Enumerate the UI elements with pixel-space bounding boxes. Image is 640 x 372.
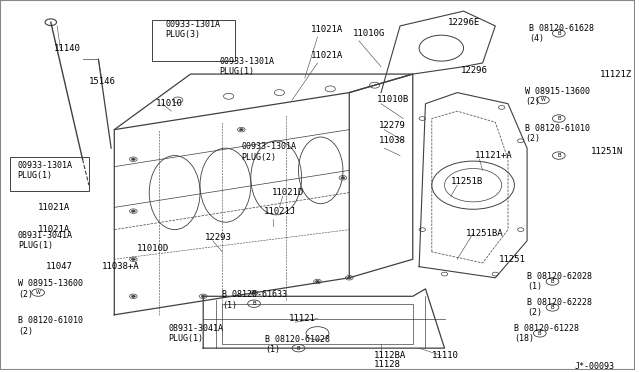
Text: 00933-1301A
PLUG(3): 00933-1301A PLUG(3)	[165, 20, 220, 39]
Text: 11121: 11121	[289, 314, 316, 323]
Text: B 08120-61010
(2): B 08120-61010 (2)	[525, 124, 590, 143]
Circle shape	[202, 295, 205, 297]
Text: B: B	[557, 153, 561, 158]
Circle shape	[252, 292, 256, 294]
Text: 11128: 11128	[373, 360, 400, 369]
Text: 11021D: 11021D	[272, 188, 304, 197]
Text: W 08915-13600
(2): W 08915-13600 (2)	[18, 279, 83, 299]
Text: B: B	[538, 331, 541, 336]
Circle shape	[131, 295, 135, 297]
Text: B 08120-61028
(1): B 08120-61028 (1)	[266, 335, 330, 354]
Text: 12279: 12279	[379, 121, 406, 131]
FancyBboxPatch shape	[152, 20, 235, 61]
Text: B: B	[557, 116, 561, 121]
Text: 11140: 11140	[54, 44, 81, 53]
Circle shape	[316, 280, 319, 283]
Text: 00933-1301A
PLUG(2): 00933-1301A PLUG(2)	[241, 142, 296, 161]
Text: 11010B: 11010B	[376, 96, 409, 105]
Text: 1112BA: 1112BA	[373, 351, 406, 360]
Text: 11251: 11251	[499, 255, 525, 264]
Text: 11038+A: 11038+A	[102, 262, 140, 271]
Text: 11121+A: 11121+A	[475, 151, 513, 160]
Text: 11110: 11110	[432, 351, 459, 360]
Circle shape	[341, 177, 345, 179]
Text: 11121Z: 11121Z	[600, 70, 632, 78]
Text: B 08120-61633
(1): B 08120-61633 (1)	[222, 290, 287, 310]
Text: 11010D: 11010D	[137, 244, 170, 253]
Text: 11251N: 11251N	[591, 147, 623, 156]
Bar	[222, 304, 413, 344]
Text: J*-00093: J*-00093	[575, 362, 614, 371]
Text: B: B	[550, 279, 554, 284]
Circle shape	[131, 210, 135, 212]
Text: B 08120-62228
(2): B 08120-62228 (2)	[527, 298, 592, 317]
Circle shape	[131, 158, 135, 160]
Text: B: B	[550, 305, 554, 310]
Text: 15146: 15146	[89, 77, 116, 86]
Text: B: B	[557, 31, 561, 36]
Text: 08931-3041A
PLUG(1): 08931-3041A PLUG(1)	[168, 324, 223, 343]
Text: 11010: 11010	[156, 99, 182, 108]
Text: 11021A: 11021A	[311, 51, 344, 60]
Text: 11021A: 11021A	[38, 225, 70, 234]
Text: 11021A: 11021A	[38, 203, 70, 212]
Text: 11251BA: 11251BA	[465, 229, 503, 238]
Text: B 08120-61628
(4): B 08120-61628 (4)	[529, 24, 594, 43]
Circle shape	[348, 277, 351, 279]
Circle shape	[239, 128, 243, 131]
Text: 11251B: 11251B	[451, 177, 483, 186]
Text: W 08915-13600
(2): W 08915-13600 (2)	[525, 87, 590, 106]
Text: 12296: 12296	[460, 66, 487, 75]
Text: 11038: 11038	[379, 136, 406, 145]
Text: B 08120-62028
(1): B 08120-62028 (1)	[527, 272, 592, 291]
Text: 08931-3041A
PLUG(1): 08931-3041A PLUG(1)	[18, 231, 73, 250]
Text: 12296E: 12296E	[448, 18, 480, 27]
Text: B 08120-61010
(2): B 08120-61010 (2)	[18, 316, 83, 336]
Text: B 08120-61228
(18): B 08120-61228 (18)	[515, 324, 579, 343]
Text: 11021J: 11021J	[264, 206, 296, 216]
Text: 11010G: 11010G	[353, 29, 385, 38]
Text: 00933-1301A
PLUG(1): 00933-1301A PLUG(1)	[219, 57, 274, 76]
Text: 11021A: 11021A	[311, 25, 344, 34]
Text: 11047: 11047	[45, 262, 72, 271]
Circle shape	[131, 258, 135, 260]
FancyBboxPatch shape	[10, 157, 89, 191]
Text: W: W	[36, 290, 40, 295]
Text: 12293: 12293	[204, 232, 231, 241]
Text: B: B	[252, 301, 256, 306]
Text: W: W	[541, 97, 545, 103]
Text: B: B	[297, 346, 300, 351]
Text: 00933-1301A
PLUG(1): 00933-1301A PLUG(1)	[17, 161, 72, 180]
